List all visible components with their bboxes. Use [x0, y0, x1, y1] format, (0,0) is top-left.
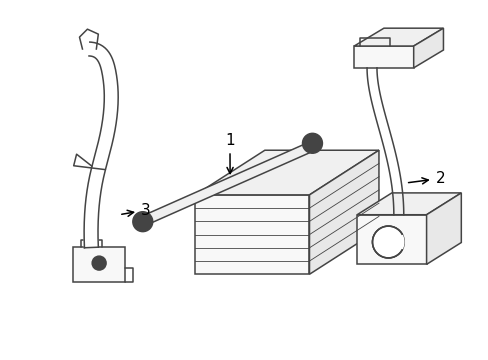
Polygon shape — [356, 215, 426, 264]
Polygon shape — [195, 150, 378, 195]
Circle shape — [92, 256, 106, 270]
Polygon shape — [84, 42, 118, 248]
Text: 3: 3 — [122, 203, 150, 218]
Polygon shape — [353, 28, 443, 46]
Circle shape — [372, 226, 404, 258]
Polygon shape — [356, 193, 460, 215]
Circle shape — [133, 212, 152, 231]
Circle shape — [372, 227, 403, 257]
Polygon shape — [426, 193, 460, 264]
Polygon shape — [73, 247, 124, 282]
Polygon shape — [309, 150, 378, 274]
Polygon shape — [353, 46, 413, 68]
Text: 2: 2 — [407, 171, 444, 186]
Polygon shape — [195, 195, 309, 274]
Polygon shape — [413, 28, 443, 68]
Text: 1: 1 — [224, 133, 234, 174]
Circle shape — [302, 133, 322, 153]
Polygon shape — [148, 144, 309, 222]
